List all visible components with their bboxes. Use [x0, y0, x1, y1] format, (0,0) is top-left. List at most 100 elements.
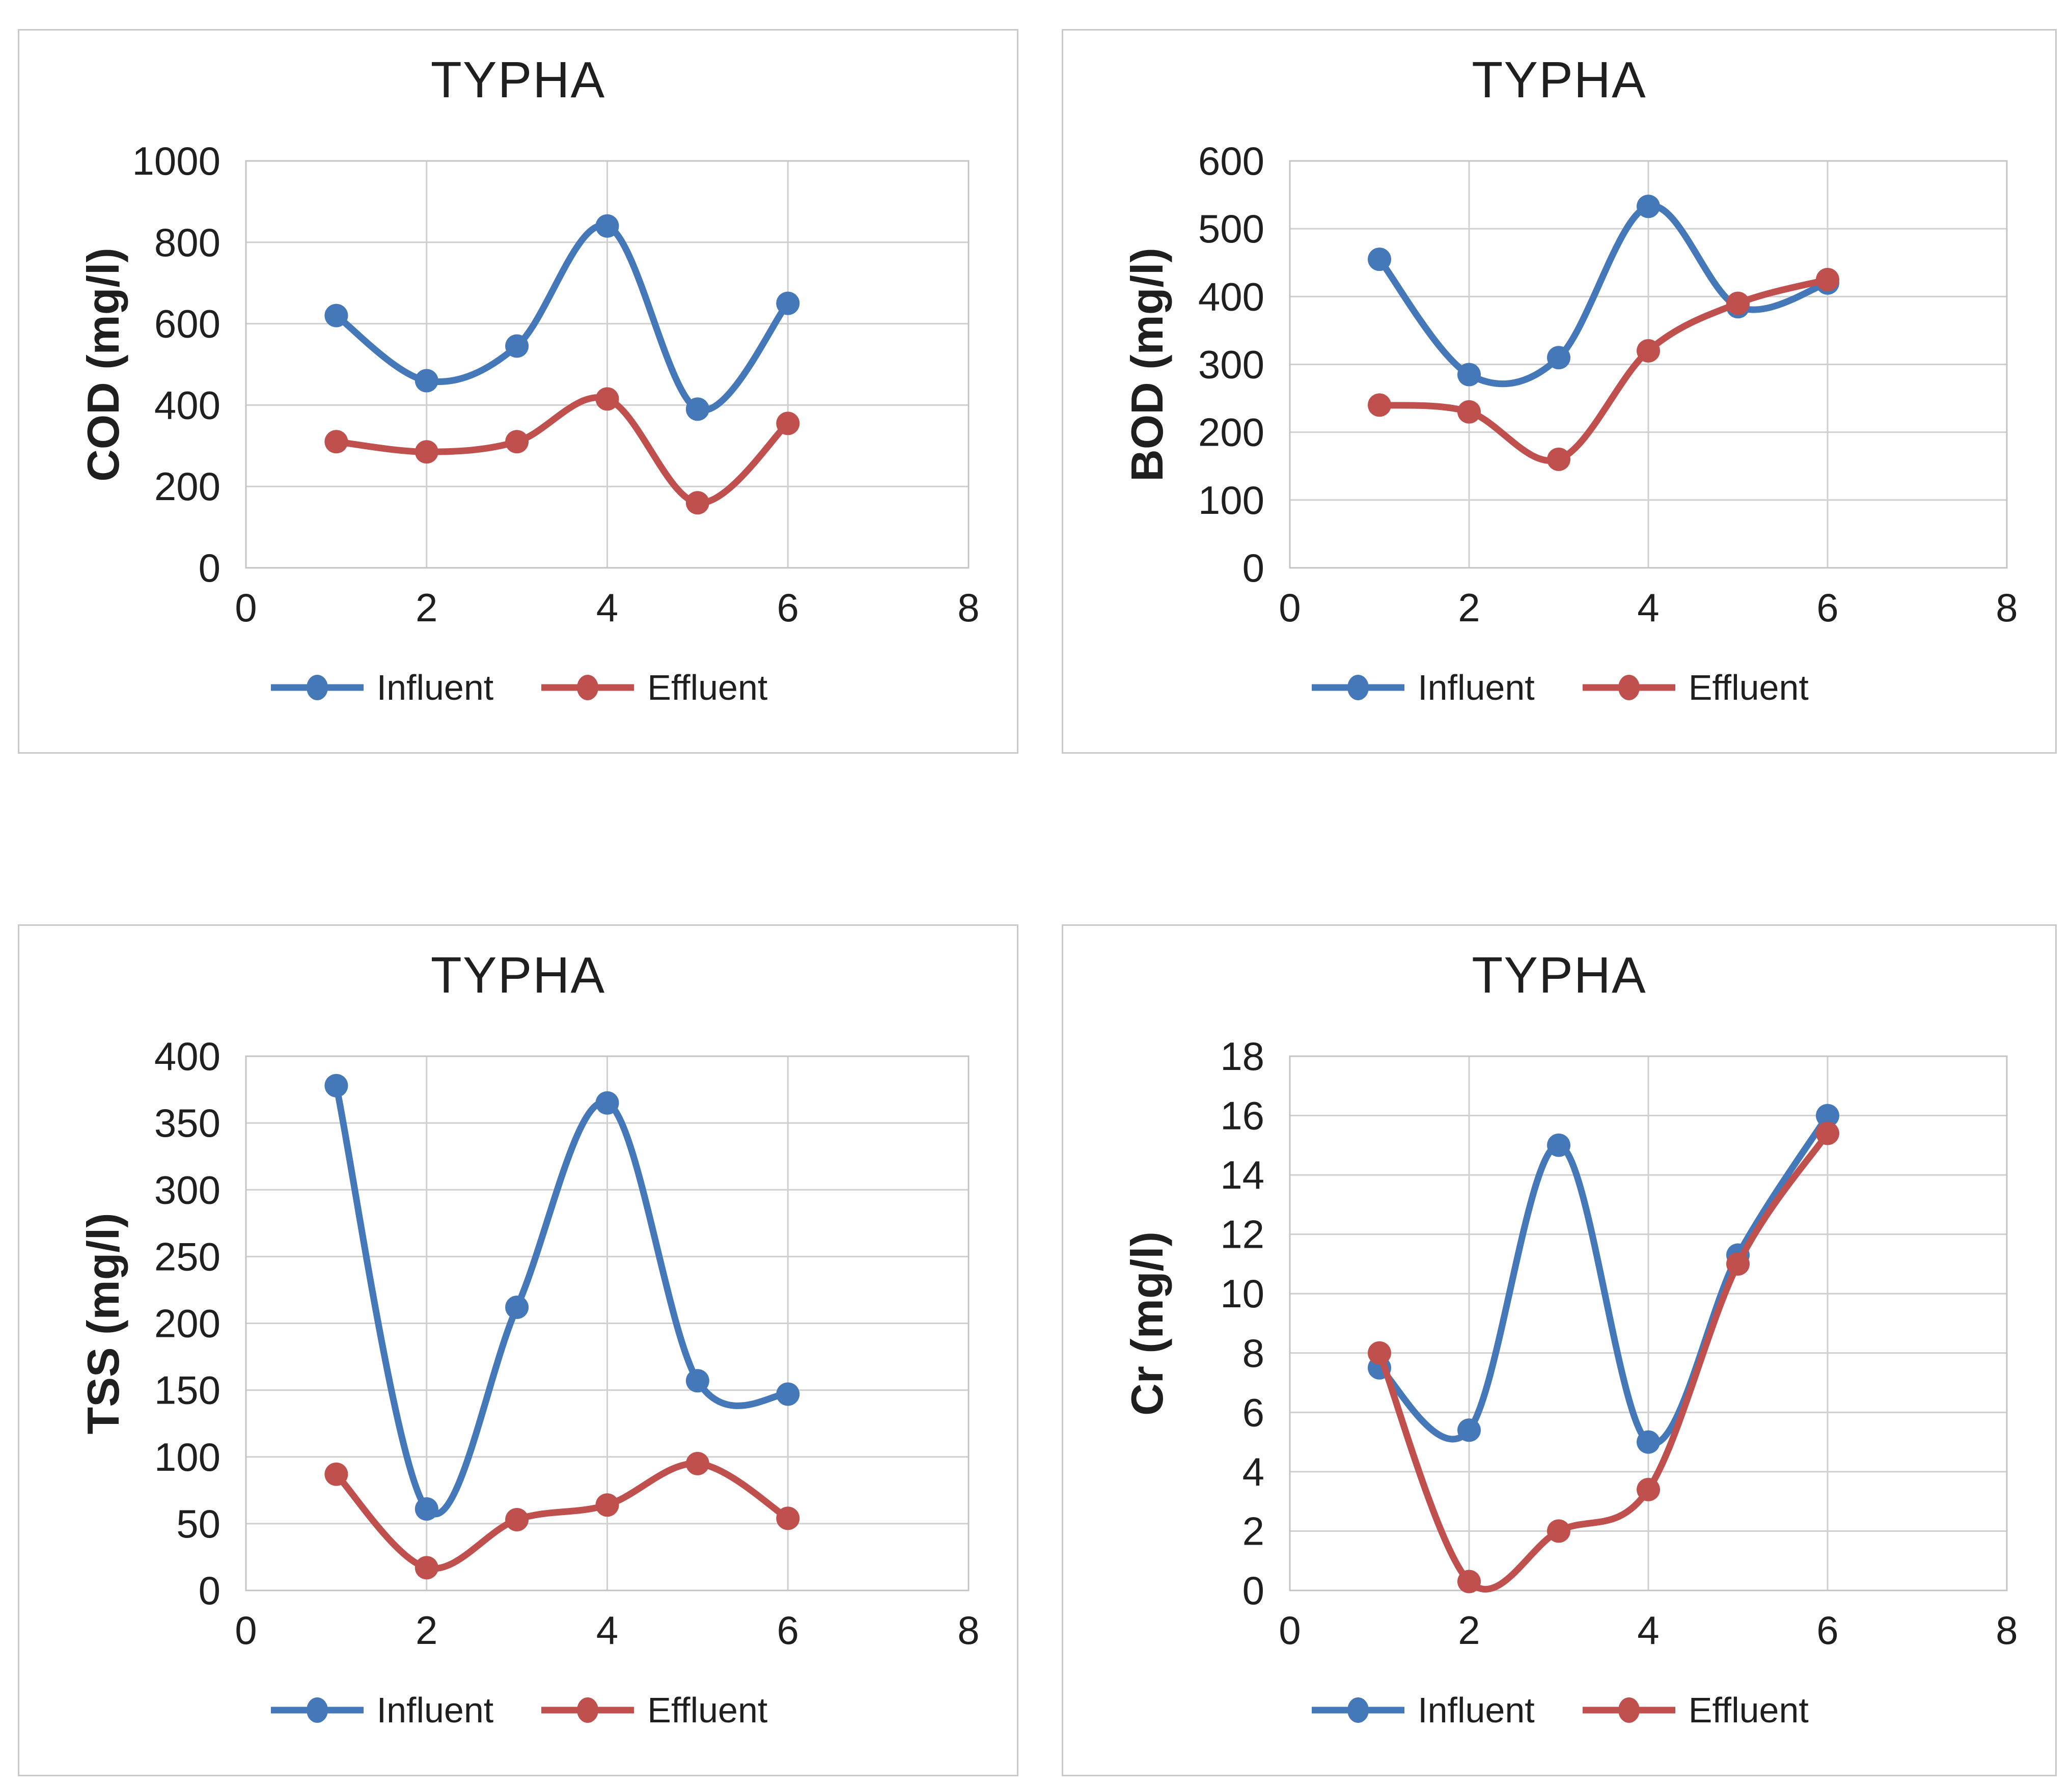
legend-line-marker-icon	[1312, 675, 1405, 700]
svg-text:10: 10	[1220, 1271, 1264, 1316]
legend-label: Effluent	[1688, 1690, 1809, 1730]
legend-label: Effluent	[1688, 668, 1809, 707]
series-influent	[1368, 1104, 1839, 1454]
svg-text:1000: 1000	[132, 139, 220, 183]
legend-item-effluent: Effluent	[539, 1690, 767, 1730]
svg-text:4: 4	[1637, 585, 1659, 630]
svg-text:0: 0	[1279, 585, 1301, 630]
plot-border	[1289, 1055, 2008, 1591]
svg-text:8: 8	[1242, 1331, 1264, 1376]
chart-panel-cr: 0 2 4 6 8 10 12 14 16 18 0 2 4 6 8 TYPHA Cr (mg/l) Inf…	[1062, 924, 2057, 1776]
svg-text:6: 6	[777, 1608, 799, 1653]
legend-line-marker-icon	[541, 1697, 634, 1723]
svg-text:200: 200	[1198, 410, 1264, 455]
legend-item-effluent: Effluent	[1581, 1690, 1809, 1730]
gridlines	[1289, 160, 2008, 569]
y-axis-label: BOD (mg/l)	[1122, 247, 1172, 482]
svg-text:8: 8	[1996, 585, 2018, 630]
svg-text:4: 4	[596, 585, 618, 630]
svg-text:300: 300	[1198, 342, 1264, 387]
svg-text:4: 4	[596, 1608, 618, 1653]
plot-border	[245, 160, 970, 569]
y-tick-labels: 0 200 400 600 800 1000	[132, 139, 220, 590]
svg-text:8: 8	[1996, 1608, 2018, 1653]
svg-text:8: 8	[957, 585, 979, 630]
svg-text:14: 14	[1220, 1152, 1264, 1197]
chart-title: TYPHA	[430, 51, 606, 108]
svg-text:2: 2	[1458, 1608, 1480, 1653]
legend-item-effluent: Effluent	[539, 667, 767, 708]
svg-text:2: 2	[1458, 585, 1480, 630]
legend-line-marker-icon	[541, 675, 634, 700]
svg-text:600: 600	[1198, 139, 1264, 183]
svg-text:100: 100	[1198, 478, 1264, 523]
svg-text:500: 500	[1198, 206, 1264, 251]
svg-text:400: 400	[154, 382, 220, 427]
legend-line-marker-icon	[270, 675, 364, 700]
chart-panel-cod: 0 200 400 600 800 1000 0 2 4 6 8 TYPHA COD (mg/l) …	[18, 29, 1018, 754]
plot-svg: 0 200 400 600 800 1000 0 2 4 6 8	[132, 139, 979, 630]
svg-text:350: 350	[154, 1101, 220, 1145]
svg-text:2: 2	[416, 585, 437, 630]
series-effluent	[324, 387, 800, 515]
legend-label: Influent	[1418, 1690, 1535, 1730]
svg-text:12: 12	[1220, 1212, 1264, 1257]
legend-line-marker-icon	[1582, 1697, 1675, 1723]
svg-text:0: 0	[1242, 1568, 1264, 1613]
svg-text:400: 400	[1198, 274, 1264, 319]
series-influent	[324, 1074, 800, 1521]
plot-svg: 0 2 4 6 8 10 12 14 16 18 0 2 4 6 8	[1220, 1034, 2018, 1653]
legend-label: Influent	[376, 668, 494, 707]
y-tick-labels: 0 50 100 150 200 250 300 350 400	[154, 1034, 220, 1613]
svg-text:6: 6	[1816, 1608, 1838, 1653]
legend-line-marker-icon	[1312, 1697, 1405, 1723]
svg-text:0: 0	[235, 1608, 257, 1653]
series-influent	[324, 214, 800, 421]
legend-label: Effluent	[647, 1690, 768, 1730]
legend: Influent Effluent	[1063, 667, 2055, 708]
legend-label: Effluent	[647, 668, 768, 707]
plot-border	[245, 1055, 970, 1591]
legend-item-influent: Influent	[269, 1690, 493, 1730]
series-effluent	[324, 1451, 800, 1580]
svg-text:0: 0	[1279, 1608, 1301, 1653]
chart-title: TYPHA	[1472, 947, 1647, 1004]
chart-panel-tss: 0 50 100 150 200 250 300 350 400 0 2 4 6 8 TYPHA TSS …	[18, 924, 1018, 1776]
svg-text:18: 18	[1220, 1034, 1264, 1079]
svg-text:4: 4	[1637, 1608, 1659, 1653]
svg-text:250: 250	[154, 1234, 220, 1279]
y-axis-label: Cr (mg/l)	[1122, 1231, 1172, 1416]
legend: Influent Effluent	[19, 1690, 1017, 1730]
svg-text:200: 200	[154, 464, 220, 509]
series-effluent	[1368, 1121, 1839, 1593]
plot-svg: 0 100 200 300 400 500 600 0 2 4 6 8	[1198, 139, 2018, 630]
legend-item-influent: Influent	[269, 667, 494, 708]
chart-title: TYPHA	[1472, 51, 1647, 108]
y-tick-labels: 0 100 200 300 400 500 600	[1198, 139, 1264, 590]
svg-text:2: 2	[1242, 1508, 1264, 1553]
svg-text:8: 8	[957, 1608, 979, 1653]
chart-panel-bod: 0 100 200 300 400 500 600 0 2 4 6 8 TYPHA BOD (mg/l…	[1062, 29, 2057, 754]
legend-line-marker-icon	[1582, 675, 1675, 700]
x-tick-labels: 0 2 4 6 8	[1279, 585, 2018, 630]
legend-item-influent: Influent	[1310, 1690, 1535, 1730]
svg-text:50: 50	[176, 1501, 220, 1546]
plot-svg: 0 50 100 150 200 250 300 350 400 0 2 4 6 8	[154, 1034, 980, 1653]
svg-text:300: 300	[154, 1167, 220, 1212]
x-tick-labels: 0 2 4 6 8	[235, 585, 979, 630]
y-tick-labels: 0 2 4 6 8 10 12 14 16 18	[1220, 1034, 1264, 1613]
plot-border	[1289, 160, 2008, 569]
svg-text:150: 150	[154, 1368, 220, 1413]
legend-item-effluent: Effluent	[1581, 667, 1809, 708]
svg-text:200: 200	[154, 1301, 220, 1346]
svg-text:6: 6	[777, 585, 799, 630]
y-axis-label: COD (mg/l)	[78, 247, 128, 482]
svg-text:100: 100	[154, 1435, 220, 1479]
svg-text:400: 400	[154, 1034, 220, 1079]
svg-text:2: 2	[416, 1608, 437, 1653]
gridlines	[1289, 1055, 2008, 1591]
svg-text:6: 6	[1816, 585, 1838, 630]
svg-text:0: 0	[199, 545, 220, 590]
legend-label: Influent	[1418, 668, 1535, 707]
